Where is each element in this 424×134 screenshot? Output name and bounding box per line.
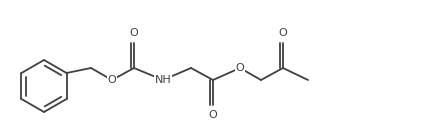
Text: O: O	[236, 63, 244, 73]
Text: NH: NH	[155, 75, 171, 85]
Text: O: O	[209, 110, 218, 120]
Text: O: O	[279, 28, 287, 38]
Text: O: O	[108, 75, 116, 85]
Text: O: O	[130, 28, 138, 38]
